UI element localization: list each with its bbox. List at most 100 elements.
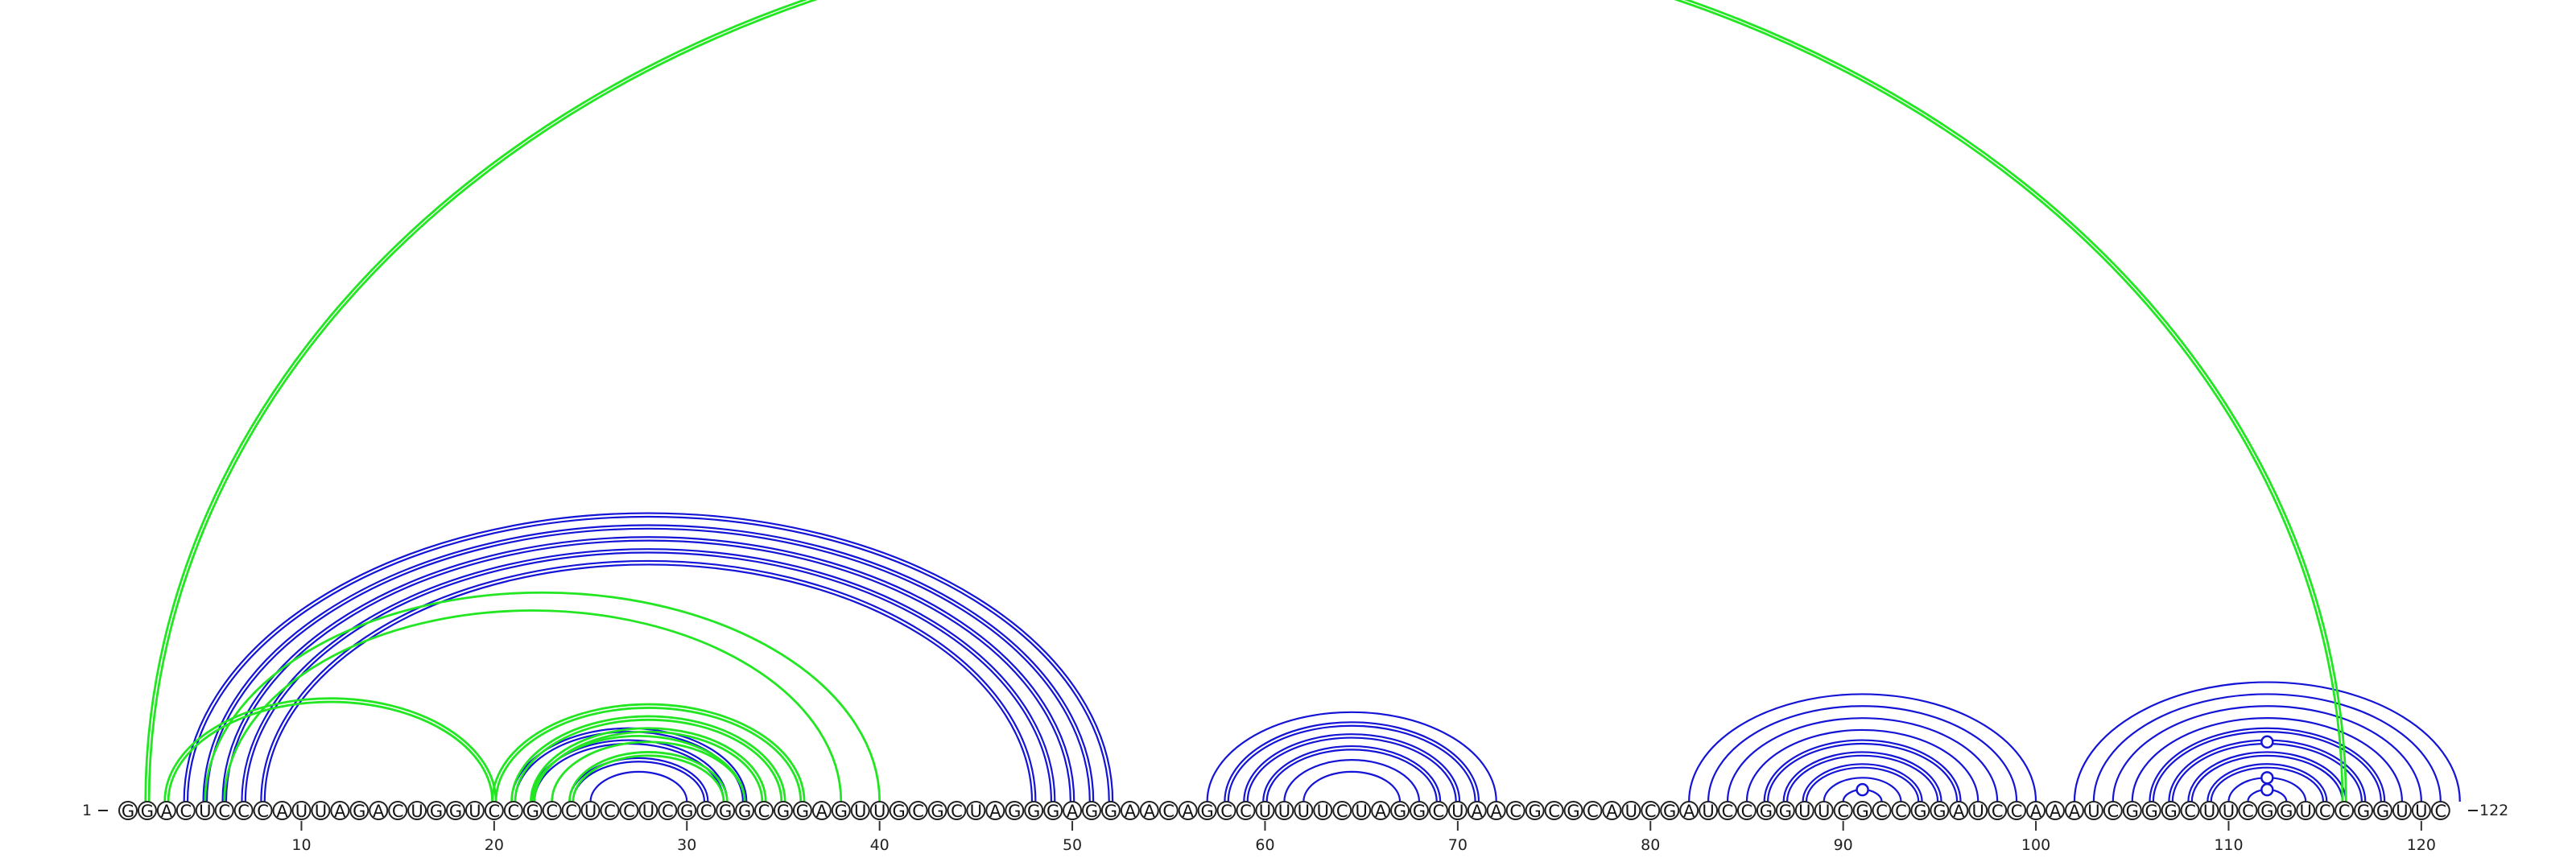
tick-label: 10	[291, 836, 311, 854]
nucleotide-letter: G	[796, 802, 809, 821]
nucleotide-circle	[233, 801, 254, 820]
nucleotide-letter: U	[1818, 802, 1830, 821]
gu-pair-marker	[1856, 782, 1869, 797]
nucleotide-letter: C	[1336, 802, 1348, 821]
nucleotide: G	[1409, 801, 1429, 821]
nucleotide-letter: G	[2145, 802, 2158, 821]
nucleotide-letter: A	[334, 802, 346, 821]
nucleotide: A	[1486, 801, 1506, 821]
nucleotide-letter: G	[892, 802, 905, 821]
nucleotide: A	[811, 801, 832, 821]
nucleotide: G	[831, 801, 851, 821]
nucleotide-letter: U	[1355, 802, 1367, 821]
nucleotide: U	[1794, 801, 1814, 821]
nucleotide-circle	[2372, 801, 2392, 820]
nucleotide: C	[600, 801, 620, 821]
nucleotide: C	[233, 801, 254, 821]
nucleotide-letter: C	[180, 802, 192, 821]
nucleotide-letter: G	[1856, 802, 1868, 821]
nucleotide-letter: A	[2069, 802, 2081, 821]
nucleotide: A	[330, 801, 350, 821]
nucleotide: C	[2238, 801, 2258, 821]
green-base-pair-arc	[514, 718, 783, 802]
nucleotide: A	[1371, 801, 1391, 821]
nucleotide-letter: U	[2087, 802, 2099, 821]
blue-base-pair-arc	[202, 524, 1095, 802]
nucleotide: G	[792, 801, 812, 821]
nucleotide: A	[1602, 801, 1622, 821]
nucleotide-letter: G	[2126, 802, 2139, 821]
nucleotide: C	[484, 801, 504, 821]
blue-base-pair-arc	[1243, 733, 1461, 802]
nucleotide: G	[1852, 801, 1872, 821]
nucleotide-circle	[908, 801, 928, 820]
nucleotide-circle	[850, 801, 870, 820]
nucleotide: U	[1313, 801, 1333, 821]
nucleotide-circle	[947, 801, 967, 820]
nucleotide: A	[1063, 801, 1083, 821]
tick-label: 40	[870, 836, 890, 854]
nucleotide: C	[2007, 801, 2027, 821]
nucleotide: A	[1139, 801, 1159, 821]
nucleotide-letter: C	[2011, 802, 2023, 821]
nucleotide-letter: G	[1027, 802, 1040, 821]
nucleotide-circle	[869, 801, 890, 820]
nucleotide: U	[1294, 801, 1314, 821]
nucleotide-circle	[1505, 801, 1525, 820]
blue-base-pair-arc	[2207, 763, 2328, 802]
nucleotide-circle	[369, 801, 389, 820]
green-base-pair-arc	[163, 697, 497, 802]
nucleotide-circle	[464, 801, 485, 820]
nucleotide-circle	[811, 801, 832, 820]
nucleotide: C	[1833, 801, 1853, 821]
nucleotide-circle	[2046, 801, 2065, 820]
nucleotide: G	[1197, 801, 1217, 821]
nucleotide-letter: C	[1162, 802, 1174, 821]
nucleotide-circle	[1833, 801, 1853, 820]
nucleotide-circle	[156, 801, 176, 820]
nucleotide-circle	[1583, 801, 1603, 820]
nucleotide-letter: G	[1528, 802, 1541, 821]
nucleotide-circle	[1852, 801, 1872, 820]
nucleotide-letter: C	[1876, 802, 1888, 821]
nucleotide-letter: C	[2434, 802, 2446, 821]
nucleotide-letter: C	[1548, 802, 1560, 821]
nucleotide: C	[1641, 801, 1661, 821]
tick-label: 30	[677, 836, 696, 854]
nucleotide-circle	[1197, 801, 1217, 820]
blue-base-pair-arc	[2073, 681, 2461, 802]
nucleotide-letter: G	[1933, 802, 1946, 821]
nucleotide: G	[1910, 801, 1930, 821]
nucleotide: C	[1544, 801, 1564, 821]
blue-base-pair-arc	[1767, 742, 1959, 802]
nucleotide-letter: U	[469, 802, 481, 821]
nucleotide-letter: C	[700, 802, 712, 821]
nucleotide-circle	[2141, 801, 2161, 820]
blue-base-pair-arc	[2187, 751, 2347, 802]
nucleotide-circle	[927, 801, 947, 820]
blue-base-pair-arc	[1265, 749, 1438, 802]
nucleotide: G	[118, 801, 138, 821]
nucleotide-circle	[1100, 801, 1121, 820]
nucleotide: G	[427, 801, 447, 821]
tick-label: 120	[2407, 836, 2436, 854]
nucleotide-letter: C	[218, 802, 230, 821]
nucleotide-letter: C	[1741, 802, 1753, 821]
nucleotide-letter: U	[1798, 802, 1810, 821]
nucleotide-circle	[407, 801, 427, 820]
blue-base-pair-arc	[1802, 763, 1923, 802]
nucleotide-circle	[1139, 801, 1159, 820]
nucleotide-letter: G	[2376, 802, 2389, 821]
nucleotide: G	[1563, 801, 1583, 821]
nucleotide-circle	[966, 801, 986, 820]
nucleotide-letter: C	[951, 802, 963, 821]
nucleotide-letter: G	[1779, 802, 1792, 821]
nucleotide-letter: G	[719, 802, 732, 821]
nucleotide-circle	[1332, 801, 1352, 820]
blue-base-pair-arc	[1688, 693, 2037, 802]
nucleotide-letter: G	[1413, 802, 1426, 821]
blue-base-pair-arc	[260, 559, 1037, 802]
nucleotide-circle	[1775, 801, 1795, 820]
nucleotide-letter: U	[2415, 802, 2427, 821]
